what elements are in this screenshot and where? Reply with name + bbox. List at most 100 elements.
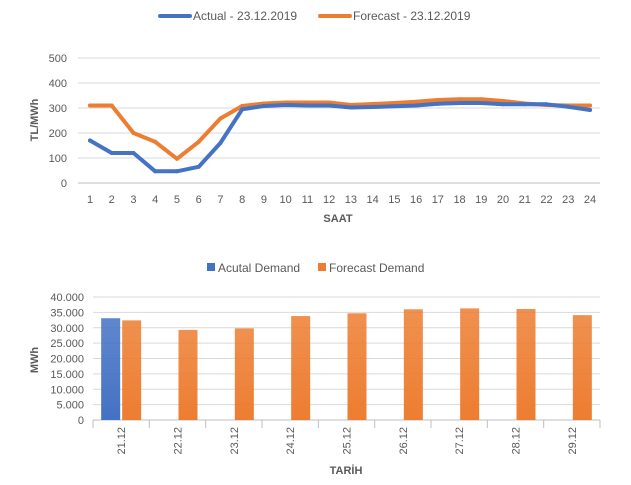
line-x-tick-label: 22 <box>540 194 552 206</box>
line-x-tick-label: 23 <box>562 194 574 206</box>
data-point-forecast <box>109 103 114 108</box>
line-x-tick-label: 17 <box>432 194 444 206</box>
bar-x-tick-label: 25.12 <box>342 427 354 455</box>
data-point-actual <box>283 103 288 107</box>
bar-y-tick-label: 15.000 <box>50 369 84 381</box>
bar-x-tick-label: 23.12 <box>229 427 241 455</box>
data-point-actual <box>370 105 375 109</box>
data-point-actual <box>435 101 440 106</box>
bar-x-tick-label: 24.12 <box>285 427 297 455</box>
bar-y-tick-label: 25.000 <box>50 338 84 350</box>
line-x-tick-label: 21 <box>519 194 531 206</box>
data-point-actual <box>392 104 397 109</box>
data-point-actual <box>501 102 506 107</box>
bar-forecast-demand <box>234 328 254 420</box>
data-point-forecast <box>479 97 484 102</box>
line-x-tick-label: 1 <box>87 194 93 206</box>
data-point-actual <box>544 102 549 107</box>
data-point-forecast <box>131 131 136 135</box>
line-x-tick-label: 4 <box>152 194 158 206</box>
line-x-tick-label: 9 <box>261 194 267 206</box>
line-x-tick-label: 14 <box>366 194 378 206</box>
line-x-tick-label: 24 <box>584 194 596 206</box>
data-point-forecast <box>501 99 506 103</box>
data-point-actual <box>305 103 310 108</box>
line-x-tick-label: 10 <box>280 194 292 206</box>
data-point-actual <box>566 104 571 109</box>
line-x-tick-label: 8 <box>239 194 245 206</box>
line-x-tick-label: 5 <box>174 194 180 206</box>
data-point-forecast <box>196 139 201 144</box>
line-x-tick-label: 13 <box>345 194 357 206</box>
line-x-tick-label: 12 <box>323 194 335 206</box>
data-point-actual <box>588 108 592 112</box>
data-point-forecast <box>88 103 92 108</box>
line-x-tick-label: 3 <box>130 194 136 206</box>
line-x-tick-label: 18 <box>453 194 465 206</box>
bar-x-tick-label: 29.12 <box>567 427 579 455</box>
line-x-tick-label: 19 <box>475 194 487 206</box>
data-point-forecast <box>153 139 158 144</box>
data-point-actual <box>153 169 158 174</box>
data-point-forecast <box>457 97 462 102</box>
bar-forecast-demand <box>460 308 480 420</box>
line-x-tick-label: 15 <box>388 194 400 206</box>
data-point-actual <box>109 151 114 155</box>
data-point-actual <box>131 151 136 155</box>
bar-y-tick-label: 30.000 <box>50 323 84 335</box>
data-point-actual <box>218 141 223 145</box>
bar-chart-legend <box>207 263 326 271</box>
bar-forecast-demand <box>291 316 311 420</box>
bar-forecast-demand <box>122 320 142 420</box>
bar-y-tick-label: 5.000 <box>56 400 84 412</box>
bar-x-tick-label: 27.12 <box>454 427 466 455</box>
bar-actual-demand <box>101 318 121 420</box>
bar-x-tick-label: 22.12 <box>173 427 185 455</box>
series-line-forecast <box>88 97 592 161</box>
legend-swatch-actual-demand <box>207 263 215 271</box>
line-y-tick-label: 500 <box>49 53 67 65</box>
bar-forecast-demand <box>516 308 536 420</box>
line-y-tick-label: 300 <box>49 103 67 115</box>
data-point-forecast <box>435 98 440 102</box>
line-x-tick-label: 11 <box>302 194 313 206</box>
data-point-actual <box>261 104 266 108</box>
bar-x-tick-label: 26.12 <box>398 427 410 455</box>
data-point-actual <box>196 164 201 169</box>
bar-y-tick-label: 10.000 <box>50 384 84 396</box>
bar-x-axis-title: TARİH <box>330 464 363 477</box>
data-point-actual <box>348 105 353 110</box>
data-point-actual <box>240 107 245 112</box>
line-y-tick-label: 100 <box>49 153 67 165</box>
line-y-tick-label: 0 <box>61 178 67 190</box>
data-point-actual <box>457 101 462 105</box>
line-y-tick-label: 400 <box>49 78 67 90</box>
data-point-forecast <box>174 156 179 161</box>
bar-y-tick-label: 40.000 <box>50 292 84 304</box>
line-y-axis-title: TL/MWh <box>29 98 41 141</box>
line-x-axis-title: SAAT <box>323 213 352 225</box>
bar-y-tick-label: 35.000 <box>50 307 84 319</box>
bar-y-tick-label: 20.000 <box>50 354 84 366</box>
line-x-tick-label: 7 <box>217 194 223 206</box>
data-point-forecast <box>392 101 397 105</box>
legend-swatch-forecast-demand <box>318 263 326 271</box>
bar-y-axis-title: MWh <box>29 347 41 374</box>
bar-x-tick-label: 21.12 <box>116 427 128 455</box>
bar-forecast-demand <box>403 309 423 420</box>
line-y-tick-label: 200 <box>49 128 67 140</box>
data-point-actual <box>522 102 527 107</box>
line-x-tick-label: 20 <box>497 194 509 206</box>
data-point-forecast <box>414 99 419 104</box>
legend-label-forecast: Forecast - 23.12.2019 <box>353 9 471 23</box>
data-point-forecast <box>218 116 223 121</box>
legend-label-actual-demand: Acutal Demand <box>218 261 300 275</box>
data-point-actual <box>479 101 484 105</box>
data-point-forecast <box>588 103 592 108</box>
data-point-actual <box>414 103 419 108</box>
bar-forecast-demand <box>572 315 592 420</box>
bar-forecast-demand <box>347 313 367 420</box>
legend-label-actual: Actual - 23.12.2019 <box>193 9 297 23</box>
